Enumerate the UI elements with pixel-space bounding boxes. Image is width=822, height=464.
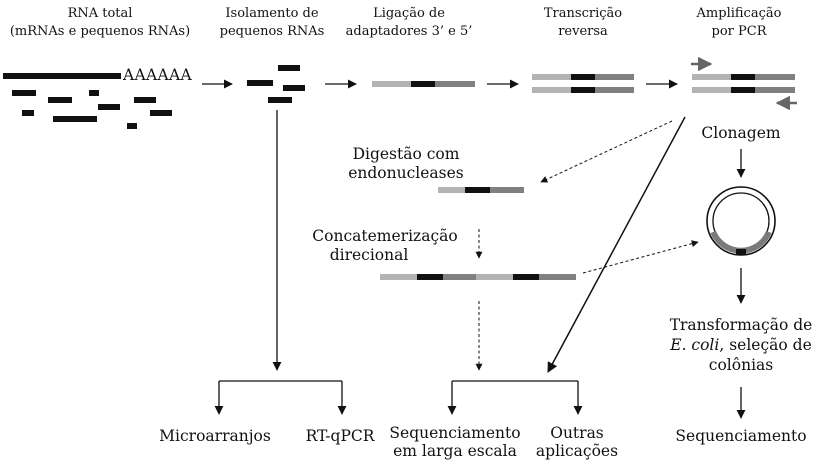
rna-fragment bbox=[127, 123, 137, 129]
digested-fragment bbox=[438, 187, 524, 193]
split-bracket-center bbox=[447, 380, 583, 415]
mrna-long-fragment bbox=[3, 73, 121, 79]
step-isolation-title: Isolamento de bbox=[225, 6, 318, 21]
hts-label-line1: Sequenciamento bbox=[389, 424, 520, 442]
step-total-rna-subtitle: (mRNAs e pequenos RNAs) bbox=[10, 24, 190, 39]
digestion-label-line2: endonucleases bbox=[348, 164, 464, 182]
rna-fragment bbox=[53, 116, 97, 122]
step-ligation-subtitle: adaptadores 3’ e 5’ bbox=[346, 24, 473, 39]
step-pcr-title: Amplificação bbox=[696, 6, 782, 21]
small-rna-fragment bbox=[283, 85, 305, 91]
rna-fragment bbox=[98, 104, 120, 110]
rna-fragment bbox=[12, 90, 36, 96]
hts-label-line2: em larga escala bbox=[393, 442, 517, 460]
small-rna-fragment bbox=[278, 65, 300, 71]
other-apps-line2: aplicações bbox=[536, 442, 618, 460]
small-rna-fragments bbox=[247, 65, 305, 103]
ligated-construct bbox=[372, 81, 475, 87]
digestion-label-line1: Digestão com bbox=[353, 145, 460, 163]
concat-label-line2: direcional bbox=[330, 246, 409, 264]
rtqpcr-label: RT-qPCR bbox=[306, 427, 376, 445]
step-rt-subtitle: reversa bbox=[558, 24, 608, 39]
rna-fragment bbox=[22, 110, 34, 116]
arrow-concat-to-plasmid bbox=[582, 240, 699, 274]
rna-fragment bbox=[48, 97, 72, 103]
step-pcr-subtitle: por PCR bbox=[712, 24, 768, 39]
total-rna-fragments bbox=[3, 73, 172, 129]
arrow-pcr-to-digestion bbox=[540, 120, 673, 183]
rna-fragment bbox=[134, 97, 156, 103]
concatemer bbox=[380, 274, 576, 280]
rt-double-strand bbox=[532, 74, 634, 93]
other-apps-line1: Outras bbox=[550, 424, 604, 442]
cloning-label: Clonagem bbox=[701, 124, 780, 142]
transformation-line1: Transformação de bbox=[670, 316, 813, 334]
step-ligation-title: Ligação de bbox=[373, 6, 445, 21]
ecoli-italic: E. coli bbox=[669, 336, 719, 354]
transformation-line2: E. coli, seleção de bbox=[669, 336, 812, 354]
small-rna-fragment bbox=[247, 80, 273, 86]
split-bracket-left bbox=[214, 380, 347, 415]
step-total-rna-title: RNA total bbox=[68, 6, 133, 21]
small-rna-fragment bbox=[268, 97, 292, 103]
arrow-pcr-to-large-scale bbox=[547, 116, 686, 373]
step-rt-title: Transcrição bbox=[544, 6, 622, 21]
circular-plasmid-icon bbox=[706, 186, 776, 256]
rna-fragment bbox=[89, 90, 99, 96]
rna-fragment bbox=[150, 110, 172, 116]
pcr-double-strand bbox=[692, 74, 795, 93]
transformation-line2-rest: , seleção de bbox=[719, 336, 811, 354]
step-isolation-subtitle: pequenos RNAs bbox=[220, 24, 325, 39]
transformation-line3: colônias bbox=[709, 356, 773, 374]
sequencing-label: Sequenciamento bbox=[675, 427, 806, 445]
concat-label-line1: Concatemerização bbox=[312, 227, 457, 245]
polya-tail-label: AAAAAA bbox=[122, 66, 192, 84]
microarrays-label: Microarranjos bbox=[159, 427, 271, 445]
